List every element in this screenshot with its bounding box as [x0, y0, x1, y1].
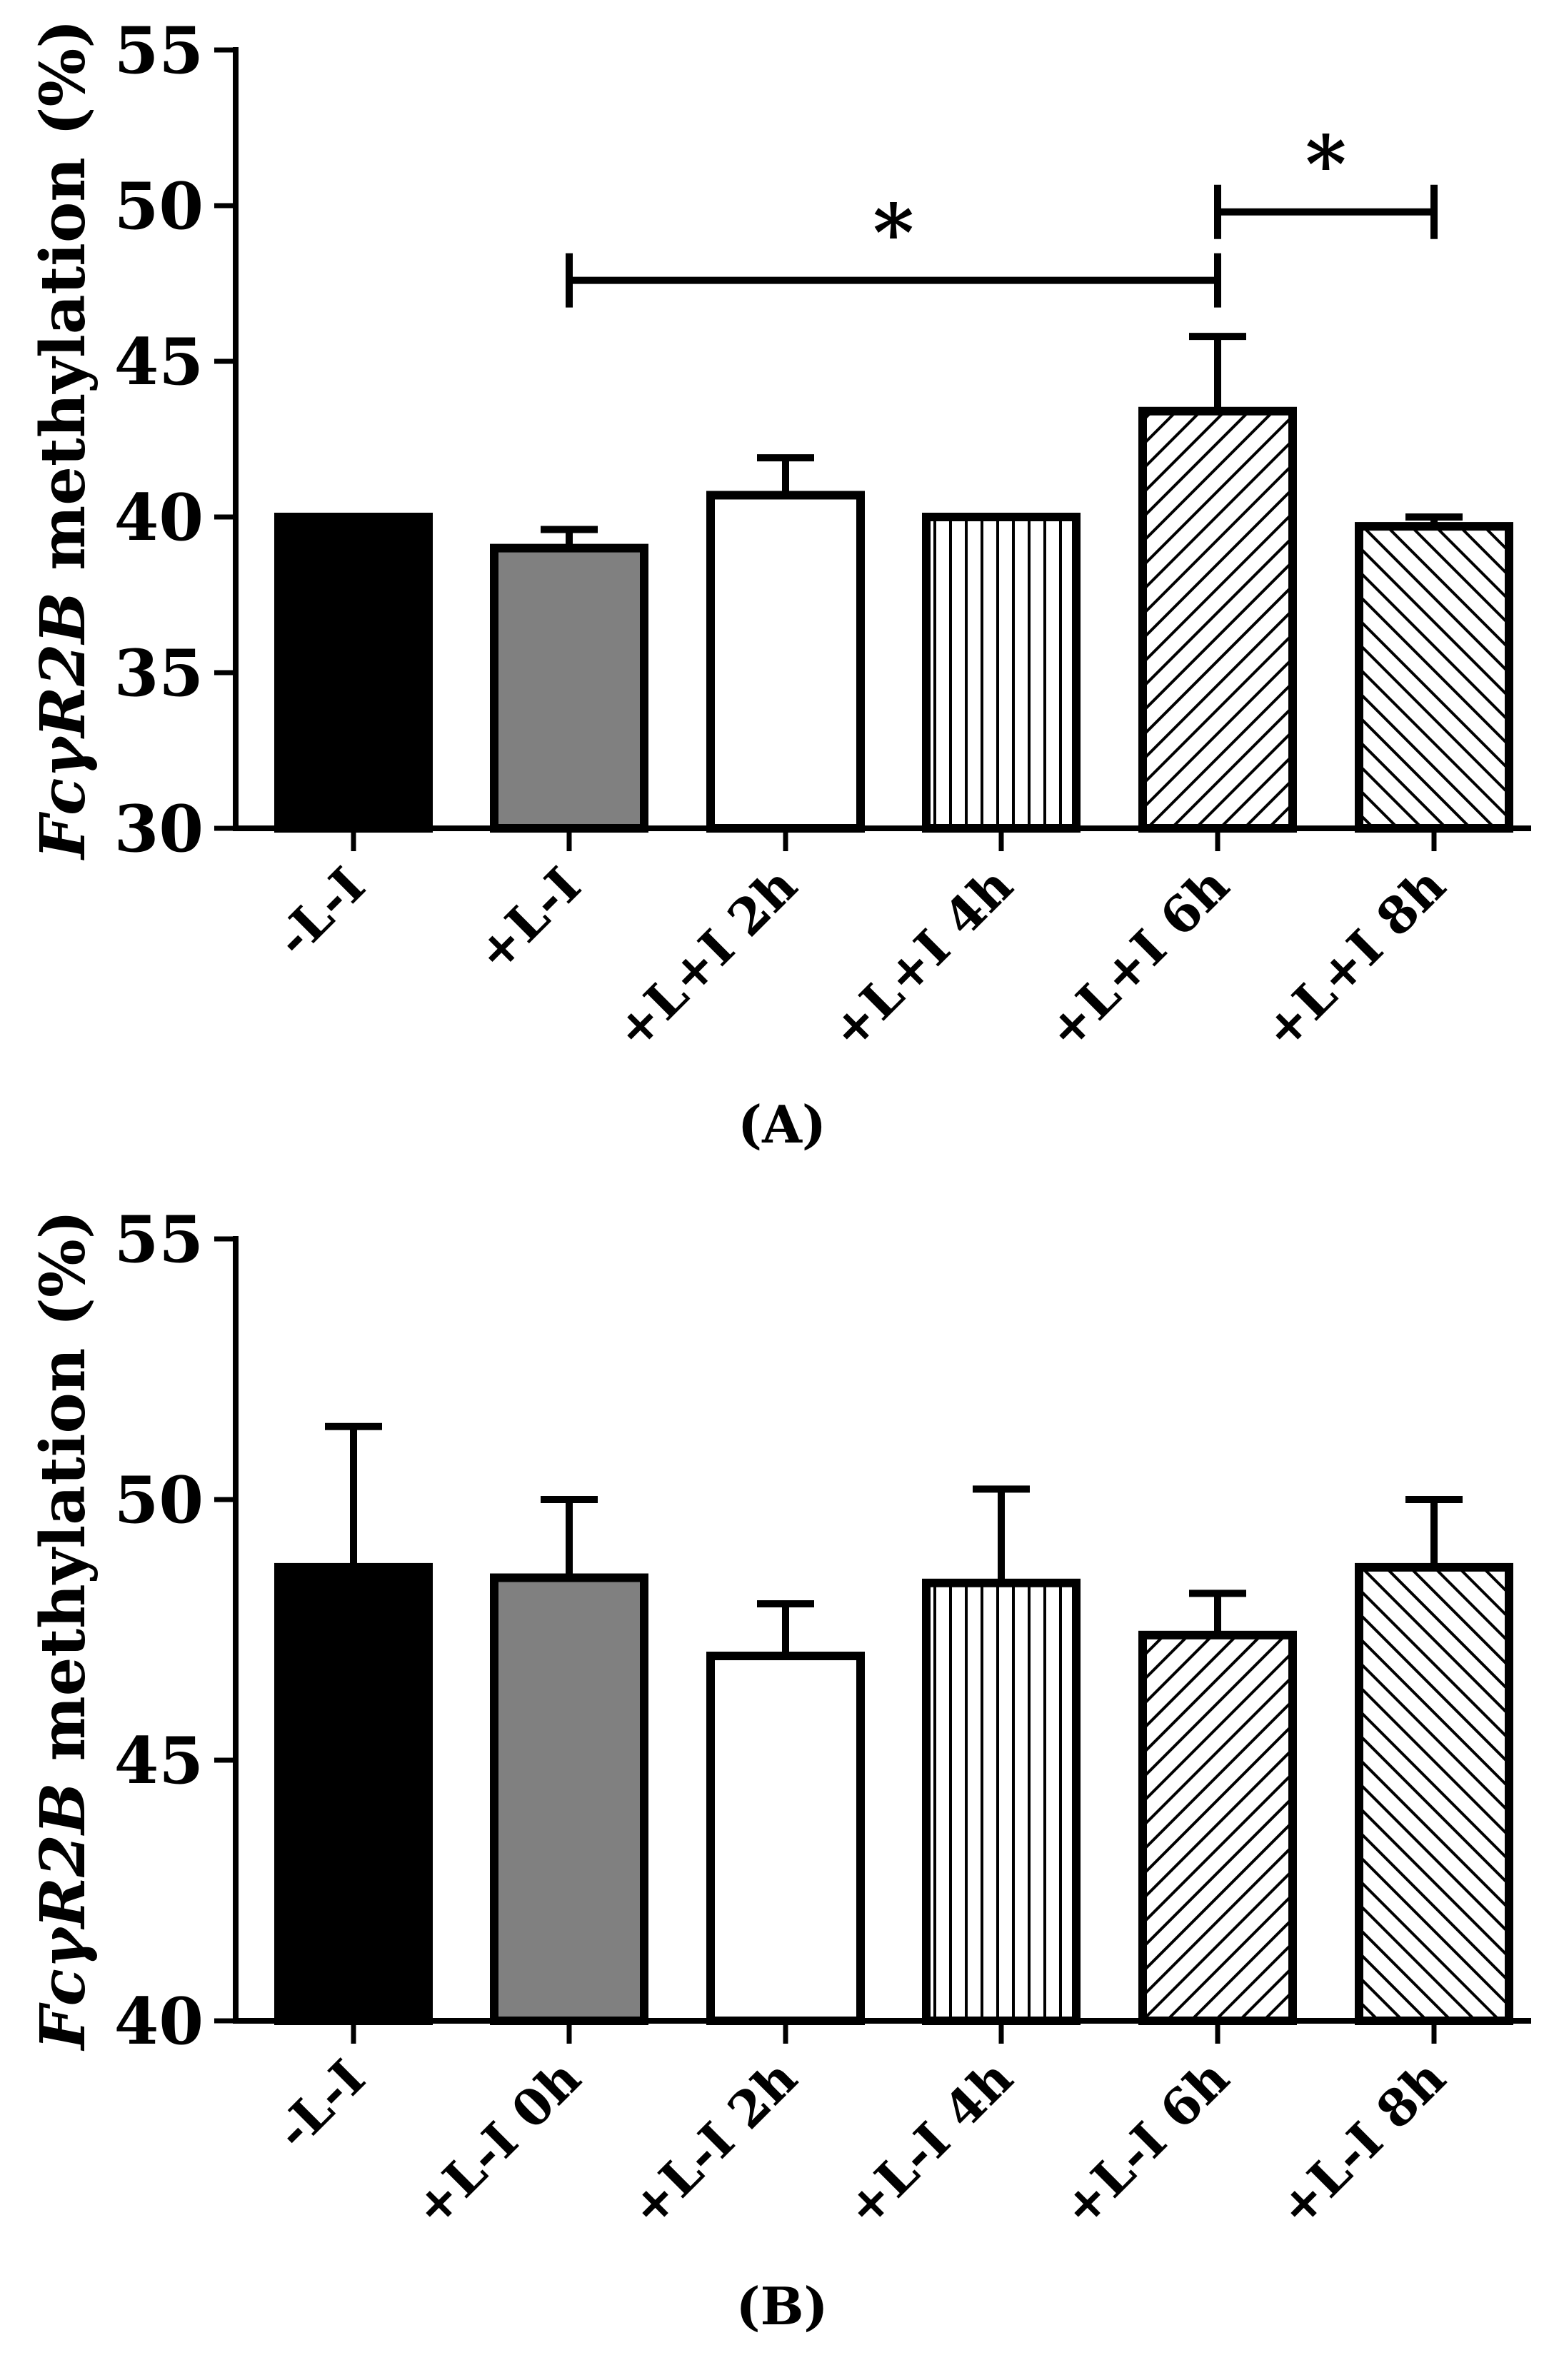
panel-b: 40 45 50 55 -L-I +L-I 0h +L-I 2h +L-I 4h +L-I 6h…	[27, 1202, 1531, 2336]
y-tick-label: 50	[114, 169, 204, 244]
bar-1	[274, 1562, 433, 2025]
error-bar-4	[973, 1485, 1030, 1583]
y-axis-title: FcγR2B methylation (%)	[27, 1210, 99, 2052]
panel-label: (B)	[736, 2276, 828, 2336]
error-bar-5	[1189, 1590, 1246, 1635]
x-tick-label: +L+I 2h	[603, 855, 808, 1060]
x-tick-label: +L+I 8h	[1252, 855, 1457, 1060]
x-tick-label: +L-I 2h	[618, 2048, 808, 2238]
y-tick-label: 55	[114, 13, 204, 89]
x-tick-label: +L-I 8h	[1267, 2048, 1457, 2238]
bar-1	[274, 513, 433, 833]
bar-3	[706, 491, 865, 833]
bar-6	[1355, 1562, 1513, 2025]
x-tick-label: -L-I	[264, 2048, 376, 2161]
y-tick-label: 45	[114, 1723, 204, 1799]
error-bar-6	[1405, 513, 1463, 527]
y-tick-label: 40	[114, 1984, 204, 2059]
error-bar-2	[541, 526, 598, 548]
error-bar-1	[325, 1422, 382, 1567]
panel-label: (A)	[738, 1094, 826, 1155]
error-bar-3	[757, 454, 814, 496]
x-tick-label: +L-I 6h	[1051, 2048, 1240, 2238]
y-tick-label: 55	[114, 1202, 204, 1277]
significance-bracket-1: *	[566, 187, 1221, 308]
y-axis-title: FcγR2B methylation (%)	[27, 19, 99, 861]
bar-4	[922, 1578, 1081, 2026]
significance-bracket-2: *	[1214, 119, 1438, 239]
panel-a: 30 35 40 45 50 55 -L-I +L-I +L+I 2h +L+I 4h +L+I 6…	[27, 13, 1531, 1155]
x-tick-label: +L+I 6h	[1036, 855, 1240, 1060]
y-tick-label: 35	[114, 636, 204, 711]
error-bar-2	[541, 1496, 598, 1578]
bar-6	[1355, 522, 1513, 833]
y-tick-label: 45	[114, 324, 204, 400]
x-tick-label: -L-I	[264, 855, 376, 968]
bar-3	[706, 1652, 865, 2025]
y-tick-label: 40	[114, 480, 204, 556]
y-tick-label: 50	[114, 1462, 204, 1538]
error-bar-6	[1405, 1496, 1463, 1567]
significance-star: *	[1305, 119, 1347, 211]
bar-4	[922, 513, 1081, 833]
x-tick-label: +L-I	[464, 855, 592, 983]
y-tick-label: 30	[114, 791, 204, 867]
bar-5	[1138, 406, 1297, 833]
bar-5	[1138, 1630, 1297, 2026]
significance-star: *	[873, 187, 914, 279]
x-tick-label: +L-I 4h	[834, 2048, 1024, 2238]
x-tick-label: +L-I 0h	[402, 2048, 592, 2238]
bar-2	[490, 1573, 648, 2025]
error-bar-3	[757, 1600, 814, 1656]
x-tick-label: +L+I 4h	[819, 855, 1024, 1060]
error-bar-5	[1189, 333, 1246, 411]
bar-2	[490, 543, 648, 833]
